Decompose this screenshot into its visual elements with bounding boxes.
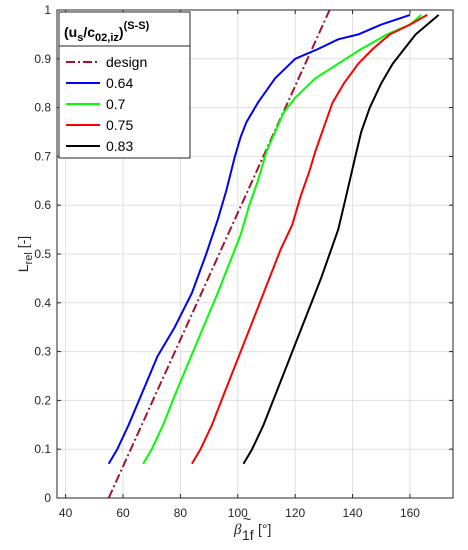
tick-labels: 40 60 80 100 120 140 160 0 0.1 0.2 0.3 0.4 0.5 0.6 0.7… <box>34 3 420 520</box>
x-tick-label: 100 <box>228 506 248 520</box>
legend-title-prefix: (u <box>64 24 77 40</box>
y-tick-label: 0.3 <box>34 345 51 359</box>
y-tick-label: 0.6 <box>34 198 51 212</box>
series-line-0.83 <box>242 14 440 465</box>
legend-title-suffix: ) <box>119 24 124 40</box>
x-tick-label: 60 <box>116 506 130 520</box>
x-axis-label-subscript: 1f <box>242 527 254 543</box>
y-tick-label: 0.9 <box>34 52 51 66</box>
series-layer <box>107 9 440 499</box>
x-tick-label: 160 <box>400 506 420 520</box>
legend-title-sub2: 02,iz <box>95 32 119 44</box>
x-axis-label: β ~ 1f [°] <box>233 511 271 543</box>
legend-entries: design 0.64 0.7 0.75 0.83 <box>66 54 147 154</box>
x-axis-label-symbol: β <box>233 522 242 538</box>
x-tick-label: 80 <box>174 506 188 520</box>
y-tick-label: 0.8 <box>34 101 51 115</box>
x-tick-label: 120 <box>285 506 305 520</box>
legend-title-mid: /c <box>83 24 95 40</box>
y-axis-label: Lrel [-] <box>15 236 35 272</box>
y-tick-label: 0.7 <box>34 149 51 163</box>
series-line-design <box>107 9 331 499</box>
x-axis-label-accent: ~ <box>243 511 251 527</box>
y-tick-label: 0.1 <box>34 442 51 456</box>
y-tick-label: 1 <box>44 3 51 17</box>
series-line-0.75 <box>191 14 428 465</box>
legend-label: 0.64 <box>106 75 133 91</box>
y-axis-label-unit: [-] <box>15 236 31 248</box>
legend-label: 0.7 <box>106 96 126 112</box>
tick-marks <box>57 9 453 499</box>
x-tick-label: 140 <box>343 506 363 520</box>
y-tick-label: 0.4 <box>34 296 51 310</box>
legend-label: 0.83 <box>106 138 133 154</box>
x-tick-label: 40 <box>59 506 73 520</box>
legend-label: design <box>106 54 147 70</box>
y-tick-label: 0 <box>44 491 51 505</box>
legend: (us/c02,iz)(S-S) design 0.64 0.7 0.75 0.83 <box>58 11 191 159</box>
legend-label: 0.75 <box>106 117 133 133</box>
y-axis-label-subscript: rel <box>23 252 35 264</box>
series-line-0.64 <box>107 13 411 465</box>
y-tick-label: 0.5 <box>34 247 51 261</box>
y-axis-label-main: L <box>15 264 31 272</box>
legend-title: (us/c02,iz)(S-S) <box>64 20 150 44</box>
series-line-0.7 <box>142 14 423 465</box>
x-axis-label-unit: [°] <box>258 521 271 537</box>
legend-box <box>58 11 191 159</box>
legend-title-sup: (S-S) <box>124 20 150 32</box>
y-tick-label: 0.2 <box>34 393 51 407</box>
legend-title-sub1: s <box>77 32 83 44</box>
